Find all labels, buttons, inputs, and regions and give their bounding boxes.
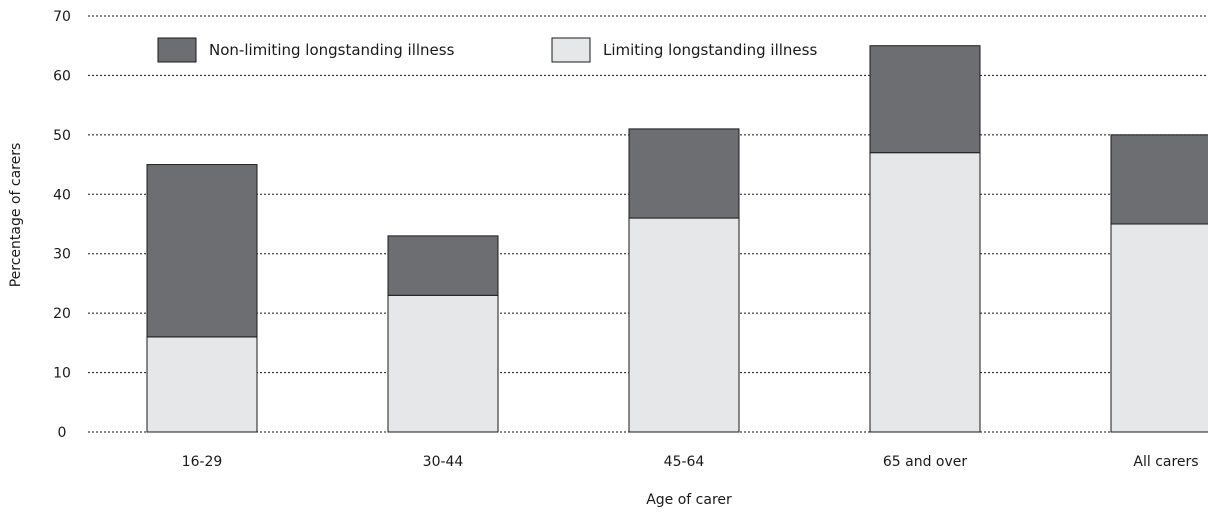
x-tick-label: 16-29 (182, 454, 223, 470)
legend-swatch (157, 37, 197, 63)
bar-limiting-1 (387, 294, 499, 433)
bar-non-limiting-4 (1110, 134, 1208, 225)
x-tick-label: All carers (1133, 454, 1198, 470)
y-axis-title: Percentage of carers (8, 143, 24, 288)
bar-non-limiting-1 (387, 235, 499, 296)
y-tick-label: 40 (53, 187, 71, 203)
x-tick-label: 45-64 (664, 454, 705, 470)
bar-limiting-0 (146, 336, 258, 433)
y-tick-label: 0 (58, 425, 67, 441)
tick-labels: 0 10 20 30 40 50 60 70 16-29 30-44 45-64 65 and ove… (53, 9, 1199, 470)
bar-non-limiting-0 (146, 164, 258, 338)
legend-label: Limiting longstanding illness (603, 41, 817, 59)
legend: Non-limiting longstanding illness Limitin… (157, 37, 817, 63)
x-axis-title: Age of carer (646, 492, 732, 508)
bar-non-limiting-2 (628, 128, 740, 219)
bar-limiting-4 (1110, 223, 1208, 433)
bars (146, 45, 1208, 433)
legend-swatch (551, 37, 591, 63)
y-tick-label: 50 (53, 128, 71, 144)
x-tick-label: 30-44 (423, 454, 464, 470)
y-tick-label: 60 (53, 68, 71, 84)
y-tick-label: 20 (53, 306, 71, 322)
bar-limiting-2 (628, 217, 740, 433)
legend-label: Non-limiting longstanding illness (209, 41, 455, 59)
bar-non-limiting-3 (869, 45, 981, 154)
y-tick-label: 30 (53, 247, 71, 263)
y-tick-label: 70 (53, 9, 71, 25)
y-tick-label: 10 (53, 366, 71, 382)
x-tick-label: 65 and over (883, 454, 968, 470)
bar-limiting-3 (869, 152, 981, 433)
